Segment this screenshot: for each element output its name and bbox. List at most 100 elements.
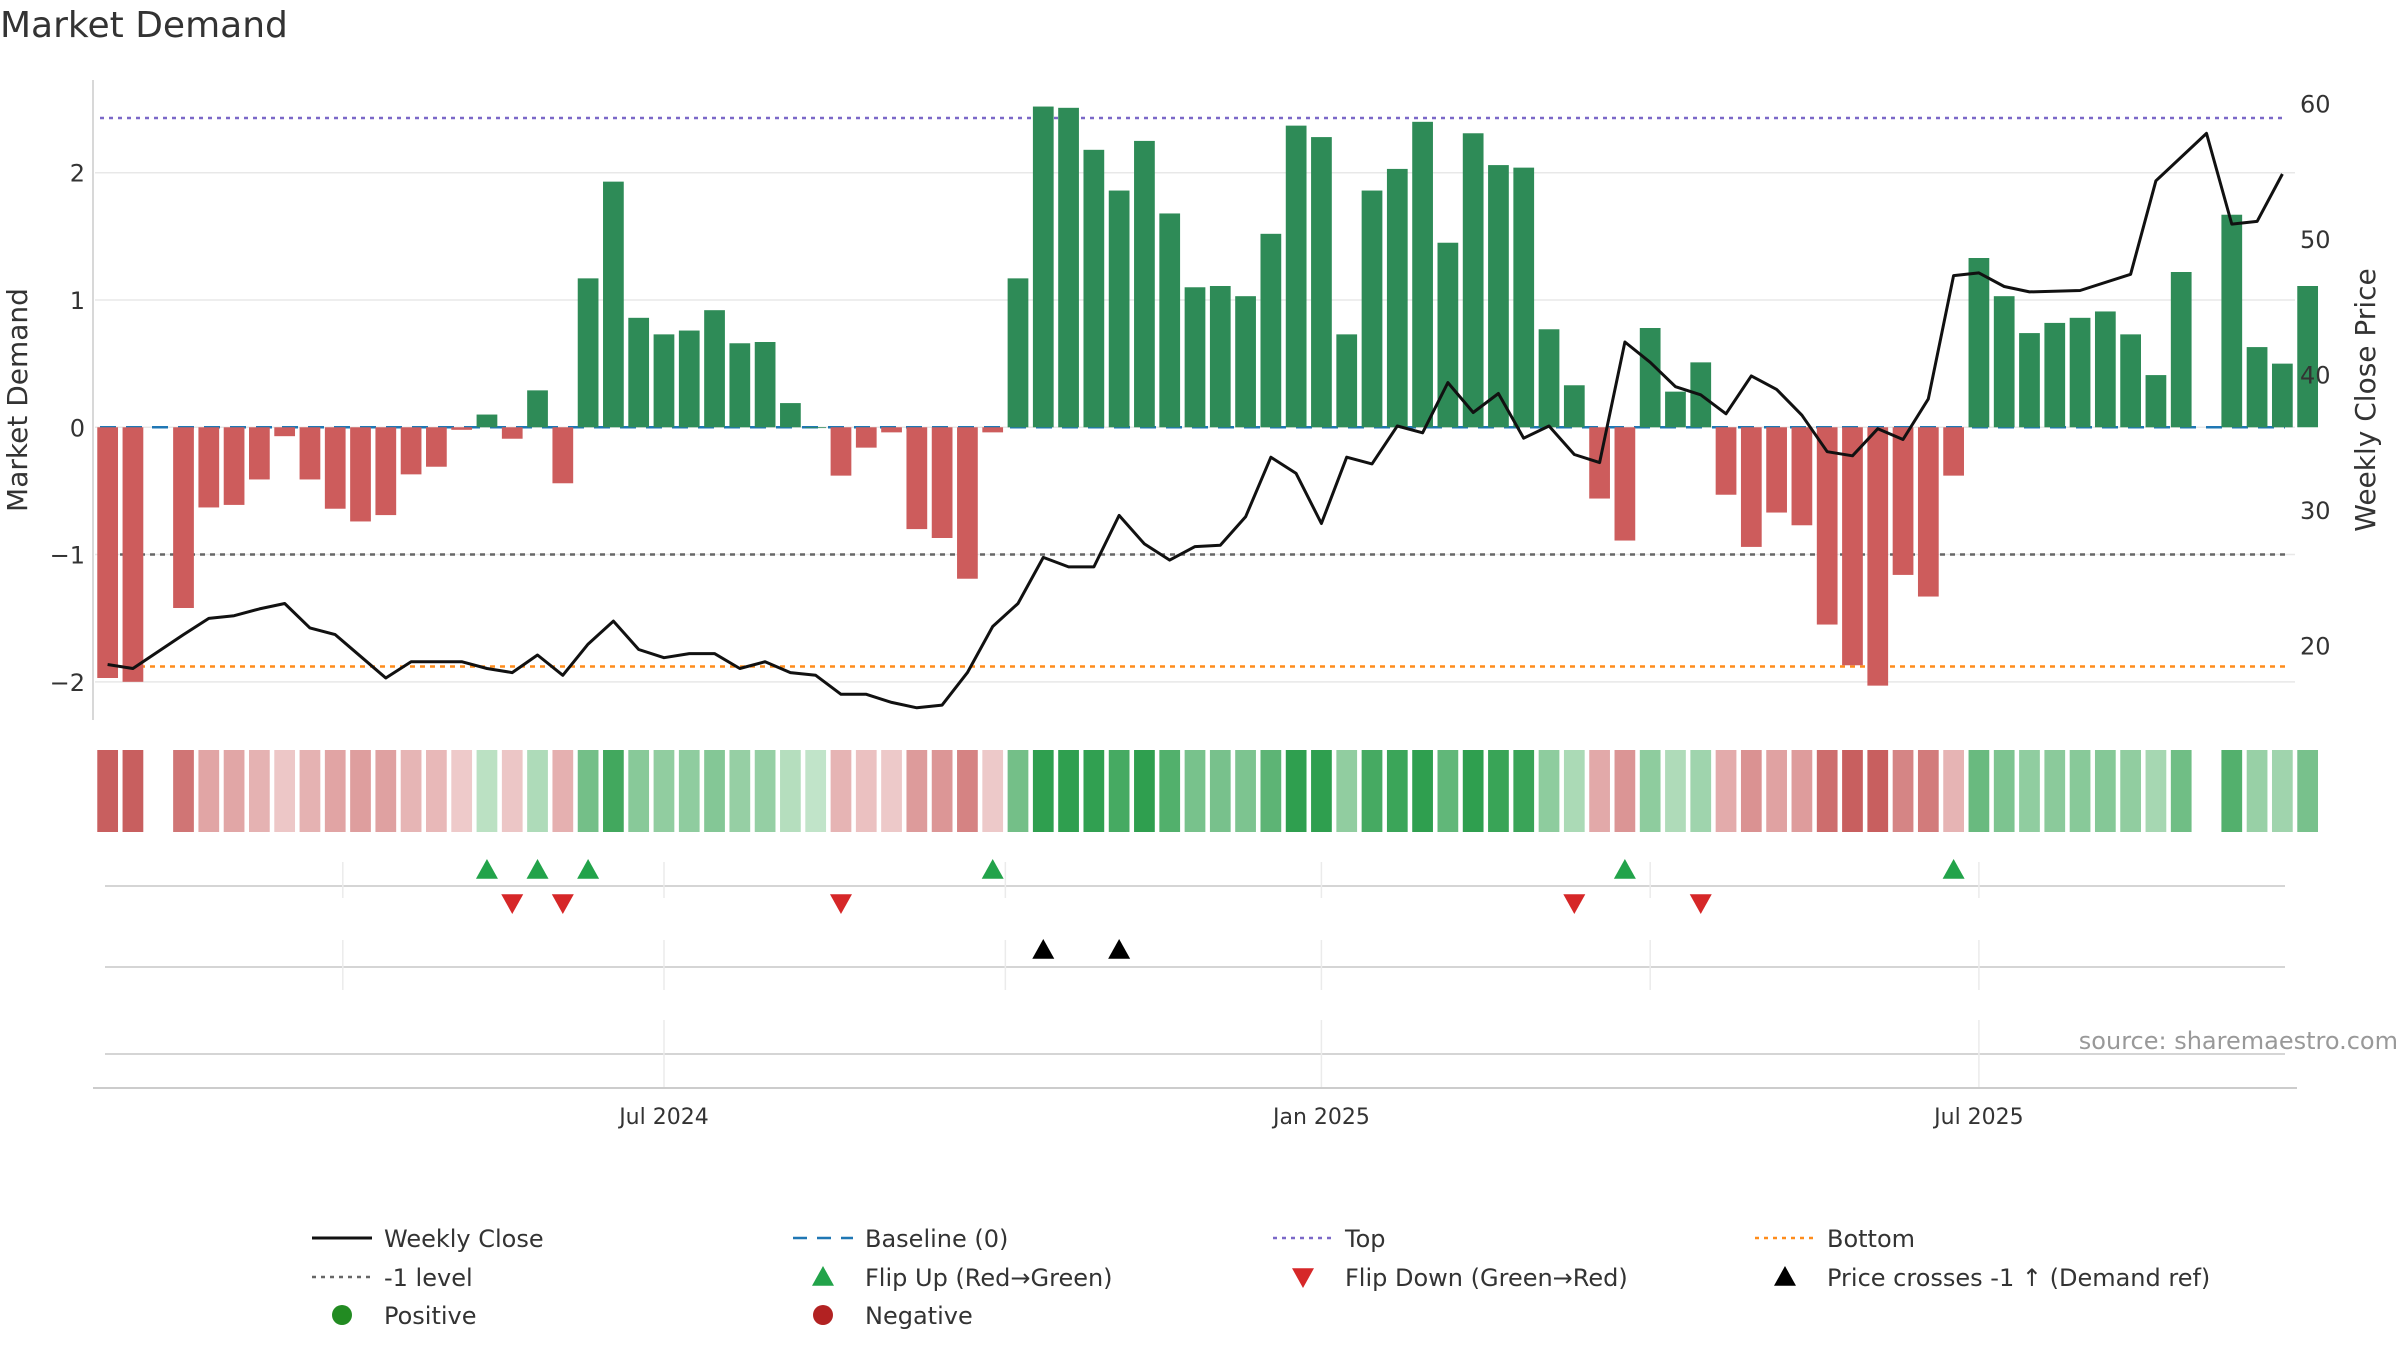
heat-cell — [603, 750, 624, 832]
demand-bar — [1563, 385, 1585, 428]
x-tick-label: Jan 2025 — [1271, 1105, 1370, 1130]
y-left-tick-label: 1 — [70, 287, 85, 315]
y-left-tick-label: 0 — [70, 414, 85, 442]
heat-cell — [1791, 750, 1813, 832]
demand-bar — [1386, 168, 1408, 428]
flip-up-marker — [475, 859, 498, 879]
demand-bar — [400, 427, 422, 475]
demand-bar — [729, 343, 751, 428]
heat-cell — [653, 750, 675, 832]
demand-bar — [1766, 427, 1787, 513]
demand-bar — [1032, 106, 1054, 428]
flip-down-marker — [501, 894, 524, 914]
heat-cell — [476, 750, 498, 832]
axes: −2 −1 0 1 2 20 30 40 50 60 Jul 2024 Jan 2025 Jul 202… — [50, 80, 2331, 1130]
legend-label: Flip Up (Red→Green) — [865, 1264, 1113, 1292]
legend-label: Negative — [865, 1302, 973, 1330]
heat-cell — [628, 750, 650, 832]
y-axis-left-label: Market Demand — [1, 288, 34, 512]
heat-cell — [1260, 750, 1282, 832]
demand-bar — [1917, 427, 1939, 597]
flip-down-marker — [829, 894, 852, 914]
demand-bar — [1108, 190, 1130, 428]
heat-cell — [906, 750, 928, 832]
heat-cell — [2094, 750, 2116, 832]
heat-cell — [451, 750, 473, 832]
heat-cell — [1412, 750, 1433, 832]
heat-cell — [1766, 750, 1787, 832]
demand-bar — [1462, 133, 1484, 428]
y-left-tick-label: −1 — [50, 542, 85, 570]
demand-bar — [2271, 363, 2293, 428]
demand-bar — [2019, 333, 2040, 428]
demand-bar — [830, 427, 852, 476]
demand-bar — [527, 390, 548, 428]
heat-cell — [274, 750, 296, 832]
heat-cell — [1968, 750, 1990, 832]
heat-cell — [1007, 750, 1029, 832]
heat-cell — [350, 750, 371, 832]
flip-up-marker — [526, 859, 549, 879]
y-right-tick-label: 30 — [2300, 497, 2331, 525]
demand-bar — [1007, 278, 1029, 428]
demand-bar — [1311, 137, 1332, 428]
signal-markers — [475, 859, 1965, 959]
heat-cell — [729, 750, 751, 832]
demand-bar — [2221, 214, 2243, 428]
heat-cell — [1715, 750, 1737, 832]
x-tick-label: Jul 2025 — [1932, 1105, 2024, 1130]
y-right-tick-label: 60 — [2300, 91, 2331, 119]
heat-cell — [223, 750, 245, 832]
demand-bar — [1058, 107, 1079, 428]
legend-item: Flip Up (Red→Green) — [812, 1264, 1113, 1292]
flip-up-marker — [1942, 859, 1965, 879]
demand-bar — [324, 427, 346, 509]
heat-cell — [501, 750, 523, 832]
demand-bar — [931, 427, 953, 538]
heat-cell — [1209, 750, 1231, 832]
heat-cell — [1589, 750, 1610, 832]
demand-bar — [1614, 427, 1636, 541]
heat-cell — [2170, 750, 2192, 832]
legend: Weekly Close Baseline (0) Top Bottom -1 leve… — [312, 1225, 2210, 1330]
heat-cell — [780, 750, 801, 832]
heat-cell — [2044, 750, 2066, 832]
heat-cell — [2120, 750, 2141, 832]
legend-item: Negative — [813, 1302, 973, 1330]
demand-bar — [1184, 287, 1206, 428]
demand-bar — [1639, 328, 1661, 428]
demand-bar — [1665, 391, 1686, 428]
demand-bar — [97, 427, 119, 678]
heat-cell — [1032, 750, 1054, 832]
demand-bar — [1159, 213, 1181, 428]
legend-swatch-flip-down-green-red — [1292, 1268, 1314, 1288]
heat-cell — [1917, 750, 1939, 832]
y-axis-right-label: Weekly Close Price — [2349, 268, 2382, 531]
source-attribution: source: sharemaestro.com — [2079, 1027, 2398, 1055]
demand-bar — [2094, 311, 2116, 428]
demand-bar — [1842, 427, 1863, 666]
legend-item: Baseline (0) — [793, 1225, 1008, 1253]
demand-bar — [2069, 317, 2091, 428]
demand-bar — [501, 427, 523, 439]
weekly-close-line — [107, 131, 2284, 710]
demand-bar — [198, 427, 220, 508]
legend-item: Weekly Close — [312, 1225, 544, 1253]
heat-cell — [1892, 750, 1914, 832]
heat-cell — [1867, 750, 1889, 832]
legend-label: Bottom — [1827, 1225, 1915, 1253]
heat-cell — [1311, 750, 1332, 832]
heat-cell — [754, 750, 776, 832]
heat-cell — [122, 750, 144, 832]
heat-cell — [931, 750, 953, 832]
demand-bars — [97, 106, 2319, 686]
legend-label: Weekly Close — [384, 1225, 544, 1253]
heat-cell — [982, 750, 1004, 832]
heat-cell — [426, 750, 447, 832]
heat-cell — [324, 750, 346, 832]
demand-bar — [906, 427, 928, 530]
demand-bar — [1134, 140, 1155, 428]
heat-cell — [2246, 750, 2268, 832]
demand-heat-strip — [97, 750, 2319, 832]
y-left-tick-label: 2 — [70, 160, 85, 188]
